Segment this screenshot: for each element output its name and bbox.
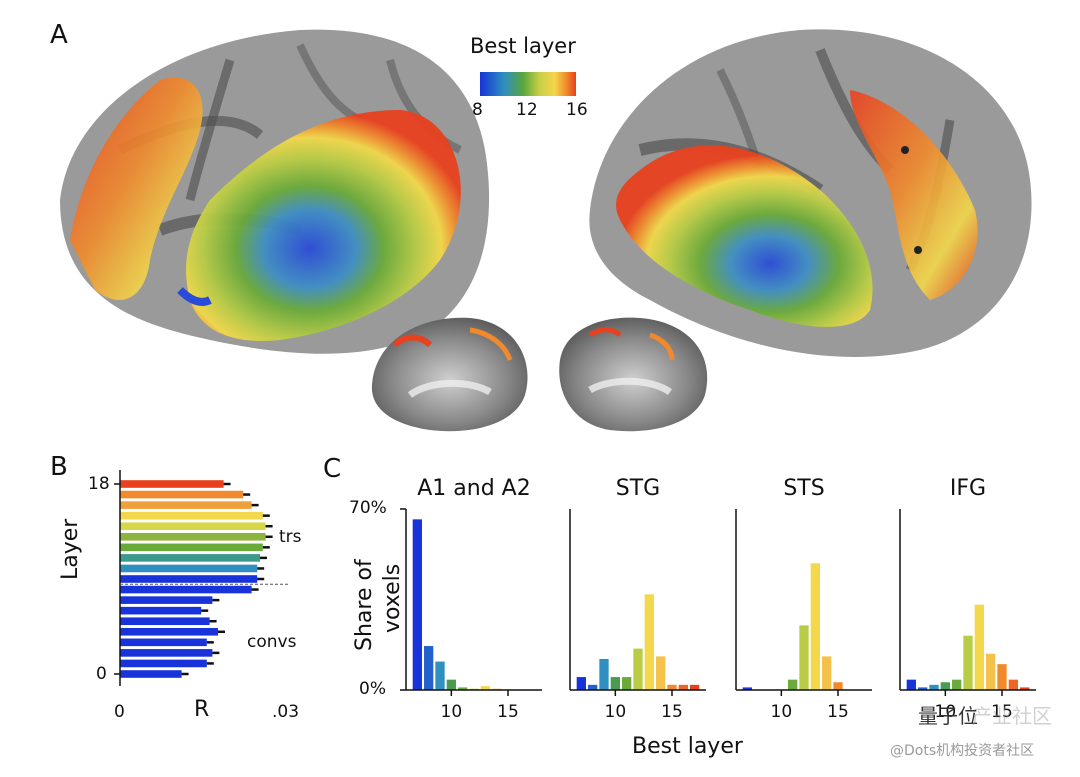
layer-bar — [120, 532, 266, 541]
histogram-bar — [656, 656, 666, 690]
histogram-bar — [412, 519, 422, 690]
layer-bar — [120, 585, 252, 594]
histogram-bar — [424, 646, 434, 690]
layer-bar — [120, 659, 207, 668]
histogram-xtick-label: 10 — [605, 702, 627, 722]
histogram-bar — [997, 664, 1007, 690]
histogram-bar — [599, 658, 609, 690]
right-medial-view — [559, 317, 708, 432]
histogram-bar — [588, 684, 598, 690]
layer-bar — [120, 480, 224, 488]
histogram-xtick-label: 15 — [991, 702, 1013, 722]
layer-bar — [120, 627, 218, 636]
panel-b-label: B — [50, 452, 68, 482]
layer-bar — [120, 511, 263, 520]
layer-bar — [120, 575, 258, 583]
histogram-bar — [678, 684, 688, 690]
layer-bar — [120, 501, 252, 509]
histogram-bar — [810, 563, 820, 690]
panel-b-xtick: .03 — [272, 702, 300, 722]
panel-a-label: A — [50, 20, 68, 50]
histogram-bar — [974, 604, 984, 690]
annotation-trs: trs — [279, 527, 302, 547]
histogram-bar — [833, 682, 843, 690]
layer-bar — [120, 564, 258, 573]
histogram-xtick-label: 10 — [771, 702, 793, 722]
histogram-bar — [918, 687, 928, 690]
histogram-bar — [446, 679, 456, 690]
colorbar — [480, 72, 576, 96]
panel-b-xlabel: R — [194, 697, 210, 722]
histogram-bar — [906, 679, 916, 690]
histogram-title: STS — [783, 476, 824, 501]
histogram-bar — [458, 687, 468, 690]
histogram-bar — [1020, 687, 1030, 690]
panel-c-ytick: 0% — [359, 679, 386, 699]
histogram-title: IFG — [950, 476, 986, 501]
histogram-xtick-label: 10 — [441, 702, 463, 722]
layer-bar — [120, 617, 210, 626]
layer-bar — [120, 596, 213, 604]
colorbar-tick: 12 — [516, 100, 538, 120]
layer-bar — [120, 638, 207, 647]
histogram-bar — [742, 687, 752, 690]
histogram-bar — [667, 684, 677, 690]
histogram-bar — [610, 677, 620, 690]
histogram-bar — [929, 684, 939, 690]
right-hemisphere — [589, 29, 1032, 357]
histogram-bar — [986, 653, 996, 690]
layer-bar — [120, 554, 260, 562]
layer-bar — [120, 490, 244, 499]
watermark-credit: @Dots机构投资者社区 — [890, 743, 1035, 759]
watermark-faded: 产业社区 — [972, 704, 1052, 728]
histogram-xtick-label: 15 — [827, 702, 849, 722]
layer-bar — [120, 649, 213, 657]
histogram-xtick-label: 10 — [935, 702, 957, 722]
colorbar-tick: 16 — [566, 100, 588, 120]
layer-bar — [120, 543, 263, 552]
colorbar-tick: 8 — [472, 100, 483, 120]
histogram-bar — [963, 635, 973, 690]
histogram-bar — [480, 686, 490, 690]
layer-bar — [120, 522, 266, 531]
panel-b-ytick: 18 — [88, 474, 110, 494]
panel-b-xtick: 0 — [114, 702, 125, 722]
histogram-bar — [940, 682, 950, 690]
histogram-xtick-label: 15 — [497, 702, 519, 722]
histogram-bar — [952, 679, 962, 690]
watermark-brand: 量子位 — [918, 704, 978, 728]
histogram-bar — [622, 677, 632, 690]
histogram-bar — [576, 677, 586, 690]
histogram-bar — [822, 656, 832, 690]
histogram-bar — [435, 661, 445, 690]
histogram-bar — [644, 594, 654, 690]
panel-c-label: C — [323, 454, 342, 484]
layer-bar — [120, 606, 202, 615]
histogram-bar — [799, 625, 809, 690]
histogram-bar — [690, 684, 700, 690]
histogram-bar — [788, 679, 798, 690]
histogram-title: A1 and A2 — [417, 476, 530, 501]
layer-bar — [120, 670, 182, 678]
histogram-bar — [1008, 679, 1018, 690]
left-hemisphere — [60, 29, 490, 354]
left-medial-view — [371, 317, 528, 432]
panel-c-xlabel: Best layer — [632, 734, 743, 759]
annotation-convs: convs — [247, 632, 297, 652]
colorbar-title: Best layer — [470, 34, 576, 58]
histogram-bar — [633, 648, 643, 690]
histogram-xtick-label: 15 — [661, 702, 683, 722]
panel-b-ytick: 0 — [96, 664, 107, 684]
panel-c-ytick: 70% — [349, 498, 387, 518]
histogram-title: STG — [616, 476, 660, 501]
